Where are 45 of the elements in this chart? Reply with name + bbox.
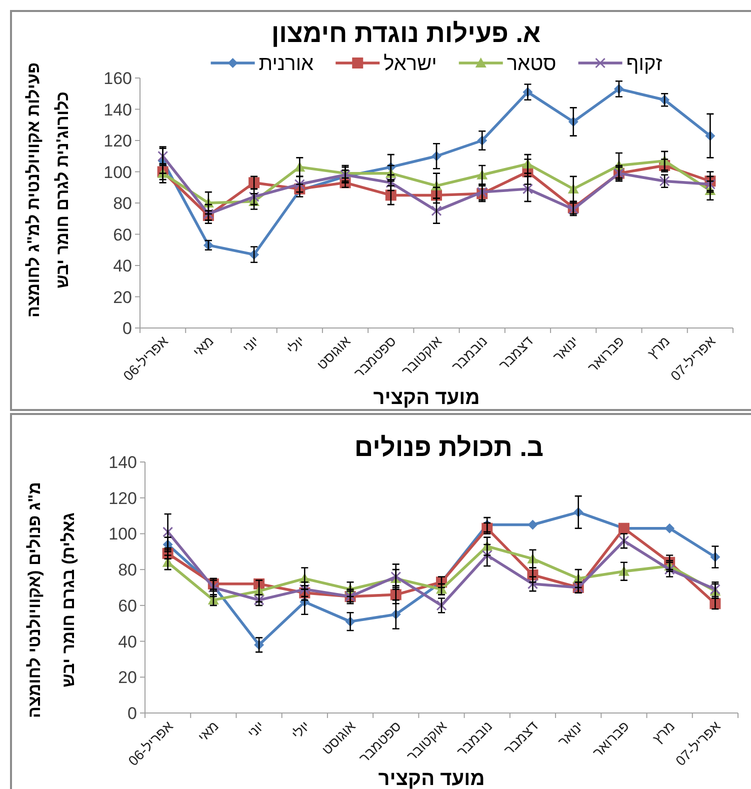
- legend-label: זקוף: [626, 53, 663, 75]
- x-tick-label: יוני: [244, 718, 268, 741]
- x-tick-label: יולי: [284, 332, 308, 358]
- y-axis-title: מ"ג פנולים (אקוויולנטי לחומצה גאלית) בגרם חומר יבש: [25, 482, 78, 718]
- x-tick-label: יולי: [288, 718, 313, 742]
- y-tick-label: 40: [118, 632, 137, 652]
- x-tick-label: ינואר: [554, 718, 586, 750]
- x-tick-label: נובמבר: [448, 332, 490, 374]
- y-tick-label: 40: [113, 256, 132, 276]
- y-tick-label: 60: [113, 225, 132, 244]
- legend-label: אורנית: [258, 53, 314, 75]
- legend-label: סטאר: [506, 53, 556, 75]
- y-tick-label: 20: [118, 668, 137, 688]
- x-tick-label: נובמבר: [454, 718, 496, 760]
- x-tick-label: יוני: [239, 332, 262, 356]
- x-tick-label: ינואר: [550, 332, 582, 365]
- y-tick-label: 100: [108, 524, 137, 544]
- y-tick-label: 0: [122, 319, 132, 338]
- y-tick-label: 160: [104, 69, 132, 88]
- x-tick-label: דצמבר: [496, 332, 536, 374]
- chart-title: א. פעילות נוגדת חימצון: [271, 18, 541, 48]
- chart-title: ב. תכולת פנולים: [354, 432, 544, 462]
- x-axis-title: מועד הקציר: [373, 387, 480, 409]
- x-tick-label: מרץ: [649, 718, 678, 746]
- y-tick-label: 100: [104, 162, 132, 182]
- x-tick-label: אוקטובר: [398, 332, 445, 379]
- x-axis-title: מועד הקציר: [378, 768, 485, 789]
- y-tick-label: 120: [108, 488, 137, 508]
- y-tick-label: 60: [118, 596, 137, 616]
- x-tick-label: מרץ: [644, 332, 673, 362]
- y-tick-label: 140: [104, 100, 132, 120]
- y-tick-label: 80: [118, 560, 137, 580]
- y-tick-label: 0: [128, 704, 137, 723]
- x-tick-label: פברואר: [589, 718, 632, 760]
- y-tick-label: 80: [113, 194, 132, 213]
- y-axis-title: פעילות אקוויולנטית למ"ג לחומצה כלורוג'נית לגרם חומר יבש: [24, 62, 72, 318]
- x-tick-label: אוקטובר: [403, 718, 450, 764]
- legend-label: ישראל: [384, 53, 437, 75]
- x-tick-label: מאי: [194, 718, 222, 745]
- x-tick-label: מאי: [190, 332, 217, 360]
- y-tick-label: 20: [113, 288, 132, 307]
- y-tick-label: 140: [108, 453, 137, 472]
- x-tick-label: פברואר: [584, 332, 628, 376]
- y-tick-label: 120: [104, 132, 132, 150]
- x-tick-label: דצמבר: [500, 718, 542, 758]
